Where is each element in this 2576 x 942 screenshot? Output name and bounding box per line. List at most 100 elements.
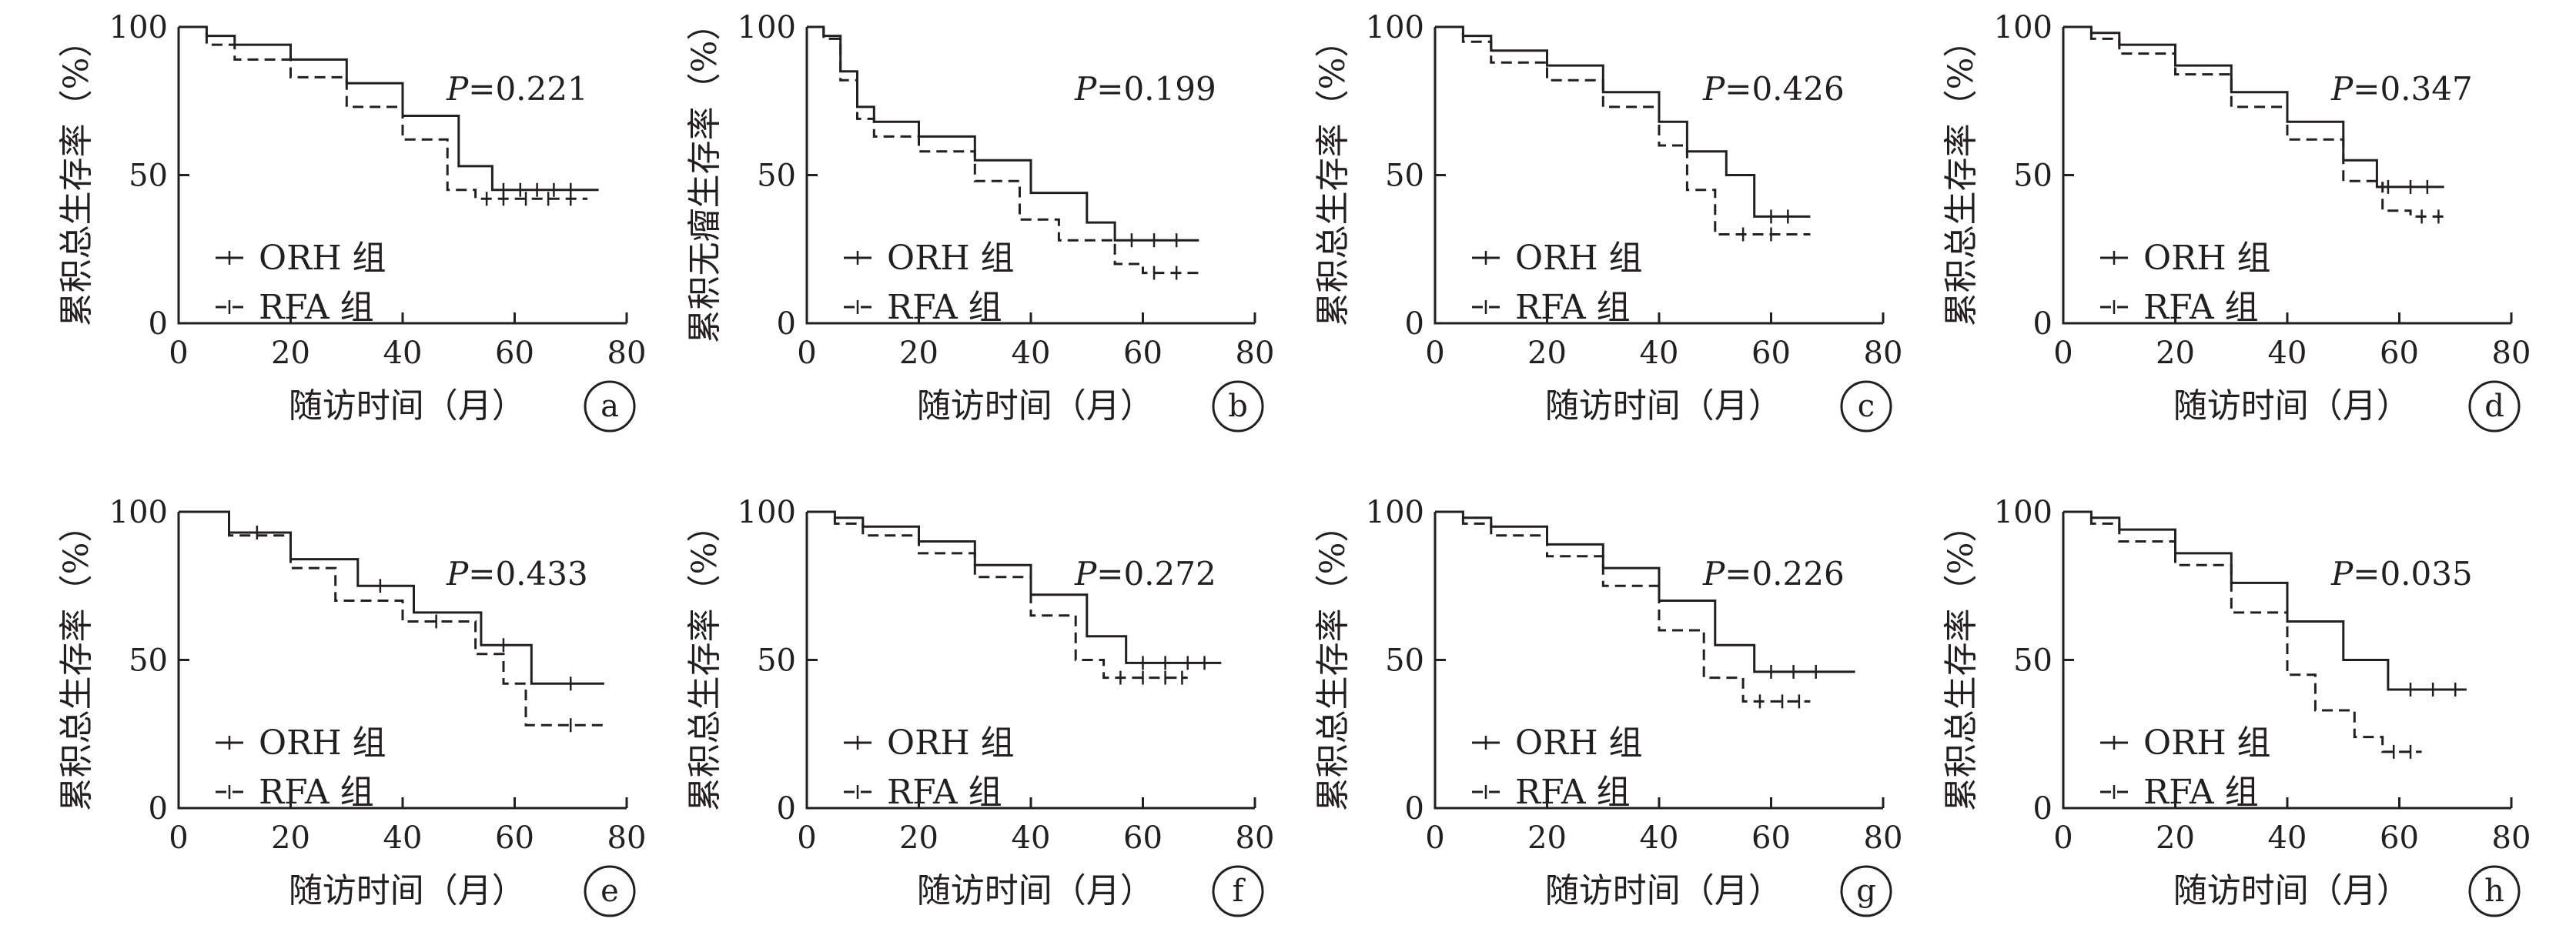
x-tick-label: 0 xyxy=(1425,336,1444,371)
p-value-annotation: P=0.199 xyxy=(1074,70,1216,108)
p-value-number: =0.347 xyxy=(2353,70,2472,108)
x-tick-label: 60 xyxy=(1123,336,1163,371)
km-curve-rfa xyxy=(179,510,604,727)
p-value-annotation: P=0.272 xyxy=(1074,555,1216,593)
x-tick-label: 40 xyxy=(1012,336,1051,371)
y-tick-label: 50 xyxy=(757,643,796,679)
y-tick-label: 100 xyxy=(1366,495,1424,530)
y-tick-label: 0 xyxy=(1405,306,1424,342)
panel-badge-letter: a xyxy=(601,389,619,424)
x-axis-title: 随访时间（月） xyxy=(1545,871,1782,910)
p-value-annotation: P=0.426 xyxy=(1702,70,1845,108)
x-tick-label: 0 xyxy=(169,820,188,856)
panel-e: 0 50 100 0 20 40 60 80 累积总生存率（%） 随访时间（月） e P=0.433 O… xyxy=(57,495,647,917)
legend-label: RFA 组 xyxy=(2143,773,2259,812)
y-tick-label: 0 xyxy=(777,791,796,827)
y-tick-label: 0 xyxy=(777,306,796,342)
y-tick-label: 50 xyxy=(129,159,168,194)
p-value-prefix: P xyxy=(2330,555,2354,593)
p-value-number: =0.035 xyxy=(2353,555,2472,593)
p-value-annotation: P=0.221 xyxy=(446,70,588,108)
km-curve-rfa xyxy=(2063,510,2422,753)
km-curve-orh xyxy=(2063,510,2467,691)
legend-label: ORH 组 xyxy=(1515,723,1643,763)
y-tick-label: 100 xyxy=(738,495,796,530)
p-value-prefix: P xyxy=(1702,555,1725,593)
p-value-number: =0.221 xyxy=(468,70,587,108)
y-tick-label: 50 xyxy=(2013,643,2052,679)
panel-a: 0 50 100 0 20 40 60 80 累积总生存率（%） 随访时间（月） a P=0.221 O… xyxy=(57,10,647,433)
x-tick-label: 80 xyxy=(607,820,647,856)
panel-h: 0 50 100 0 20 40 60 80 累积总生存率（%） 随访时间（月） h P=0.035 O… xyxy=(1942,495,2531,917)
x-axis-title: 随访时间（月） xyxy=(917,386,1154,426)
x-tick-label: 20 xyxy=(899,336,938,371)
panel-badge-circle xyxy=(584,865,636,917)
x-tick-label: 60 xyxy=(2380,820,2419,856)
panel-b: 0 50 100 0 20 40 60 80 累积无瘤生存率（%） 随访时间（月） b P=0.199… xyxy=(685,7,1274,433)
x-tick-label: 20 xyxy=(1527,336,1567,371)
panel-badge-circle xyxy=(2468,865,2521,917)
x-tick-label: 40 xyxy=(2268,336,2307,371)
y-axis-title: 累积总生存率（%） xyxy=(57,509,96,812)
y-tick-label: 0 xyxy=(2033,791,2052,827)
panel-badge-letter: e xyxy=(601,874,619,909)
x-axis-title: 随访时间（月） xyxy=(2173,871,2410,910)
x-tick-label: 60 xyxy=(1751,336,1791,371)
y-tick-label: 50 xyxy=(1385,159,1424,194)
x-tick-label: 20 xyxy=(899,820,938,856)
x-tick-label: 80 xyxy=(607,336,647,371)
p-value-prefix: P xyxy=(2330,70,2354,108)
panel-d: 0 50 100 0 20 40 60 80 累积总生存率（%） 随访时间（月） d P=0.347 O… xyxy=(1942,10,2531,433)
x-tick-label: 20 xyxy=(271,820,310,856)
km-curve-rfa xyxy=(807,25,1199,275)
y-tick-label: 50 xyxy=(757,159,796,194)
legend-label: ORH 组 xyxy=(1515,239,1643,278)
x-axis-title: 随访时间（月） xyxy=(2173,386,2410,426)
x-tick-label: 40 xyxy=(1012,820,1051,856)
legend-label: ORH 组 xyxy=(2143,239,2271,278)
legend-label: ORH 组 xyxy=(887,723,1015,763)
x-tick-label: 80 xyxy=(1864,820,1903,856)
x-tick-label: 80 xyxy=(2492,336,2531,371)
x-tick-label: 60 xyxy=(1123,820,1163,856)
p-value-prefix: P xyxy=(1074,70,1097,108)
x-tick-label: 40 xyxy=(2268,820,2307,856)
y-tick-label: 100 xyxy=(1994,10,2052,45)
legend-label: ORH 组 xyxy=(2143,723,2271,763)
y-tick-label: 100 xyxy=(109,495,168,530)
x-tick-label: 0 xyxy=(797,336,816,371)
panel-badge-letter: c xyxy=(1858,389,1875,424)
x-tick-label: 20 xyxy=(1527,820,1567,856)
x-tick-label: 0 xyxy=(169,336,188,371)
y-axis-title: 累积总生存率（%） xyxy=(685,509,724,812)
legend-label: RFA 组 xyxy=(259,288,374,327)
legend-label: ORH 组 xyxy=(887,239,1015,278)
p-value-annotation: P=0.433 xyxy=(446,555,588,593)
km-curve-orh xyxy=(807,25,1199,242)
panel-badge-circle xyxy=(1840,380,1892,433)
legend-label: RFA 组 xyxy=(259,773,374,812)
y-tick-label: 100 xyxy=(1366,10,1424,45)
km-curve-rfa xyxy=(1435,25,1811,236)
x-tick-label: 0 xyxy=(2053,820,2073,856)
p-value-prefix: P xyxy=(446,555,469,593)
y-tick-label: 0 xyxy=(149,306,168,342)
x-tick-label: 60 xyxy=(1751,820,1791,856)
panel-badge-circle xyxy=(1212,865,1264,917)
km-curve-orh xyxy=(179,510,604,685)
y-axis-title: 累积总生存率（%） xyxy=(1942,24,1981,327)
legend-label: ORH 组 xyxy=(259,239,386,278)
p-value-number: =0.433 xyxy=(468,555,587,593)
y-axis-title: 累积总生存率（%） xyxy=(1313,509,1353,812)
x-tick-label: 60 xyxy=(495,336,534,371)
x-tick-label: 40 xyxy=(383,820,423,856)
legend-label: RFA 组 xyxy=(887,288,1002,327)
panel-badge-letter: f xyxy=(1233,874,1246,909)
panel-badge-letter: g xyxy=(1856,874,1876,909)
y-tick-label: 50 xyxy=(129,643,168,679)
panel-g: 0 50 100 0 20 40 60 80 累积总生存率（%） 随访时间（月） g P=0.226 O… xyxy=(1313,495,1903,917)
x-tick-label: 40 xyxy=(1640,820,1679,856)
p-value-prefix: P xyxy=(1702,70,1725,108)
